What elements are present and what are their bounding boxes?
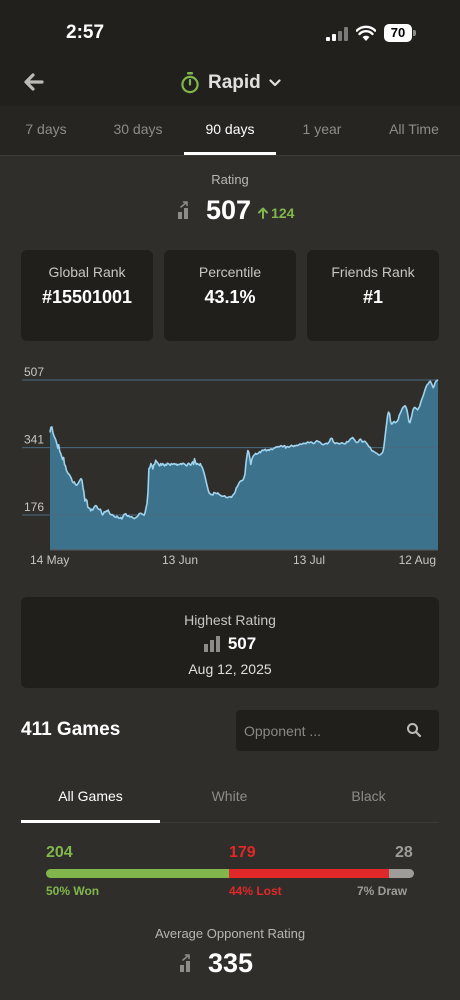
status-time: 2:57	[66, 22, 105, 43]
friends-rank-label: Friends Rank	[331, 264, 415, 280]
lost-count: 179	[229, 844, 256, 861]
results-bar-won	[46, 869, 229, 878]
battery-tip	[413, 30, 416, 36]
opponent-search	[236, 710, 439, 751]
highest-rating-value: 507	[227, 634, 257, 653]
game-mode-label: Rapid	[208, 72, 261, 93]
wifi-icon	[356, 25, 376, 41]
avg-opponent-label: Average Opponent Rating	[154, 926, 306, 941]
percentile-value: 43.1%	[204, 287, 256, 307]
cellular-signal-icon	[326, 27, 348, 41]
chart-y-tick-label: 176	[24, 500, 44, 514]
battery-level: 70	[384, 24, 412, 42]
games-count: 411 Games	[21, 719, 121, 740]
friends-rank-card: Friends Rank #1	[307, 250, 439, 341]
chevron-down-icon	[269, 79, 281, 87]
stopwatch-icon	[181, 72, 199, 94]
lost-percentage: 44% Lost	[229, 884, 282, 898]
top-bar: 2:57 70 Rapid	[0, 0, 460, 106]
chart-series-line	[49, 379, 439, 520]
game-mode-selector[interactable]: Rapid	[180, 70, 281, 96]
results-bar	[46, 869, 414, 878]
rating-trend-icon	[178, 201, 188, 219]
tab-1-year[interactable]: 1 year	[302, 121, 342, 137]
tab-90-days[interactable]: 90 days	[205, 121, 255, 137]
active-period-indicator	[184, 152, 276, 155]
friends-rank-value: #1	[362, 287, 384, 307]
chart-area-fill	[50, 380, 438, 550]
percentile-card: Percentile 43.1%	[164, 250, 296, 341]
chart-x-tick-label: 13 Jul	[293, 553, 325, 567]
tab-black[interactable]: Black	[351, 788, 386, 804]
chart-x-tick-label: 13 Jun	[162, 553, 198, 567]
tab-7-days[interactable]: 7 days	[25, 121, 67, 137]
percentile-label: Percentile	[198, 264, 262, 280]
search-icon[interactable]	[406, 722, 422, 738]
results-bar-lost	[228, 869, 389, 878]
results-bar-draw	[388, 869, 414, 878]
tab-all-games[interactable]: All Games	[58, 788, 123, 804]
bar-chart-icon	[203, 636, 220, 652]
won-percentage: 50% Won	[46, 884, 100, 898]
arrow-up-icon	[258, 207, 269, 219]
chart-y-tick-label: 341	[24, 433, 44, 447]
highest-rating-card: Highest Rating 507 Aug 12, 2025	[21, 597, 439, 688]
active-color-tab-indicator	[21, 820, 160, 823]
highest-rating-date: Aug 12, 2025	[188, 661, 272, 677]
rating-label: Rating	[211, 172, 249, 187]
rating-history-chart[interactable]: 507 341 176 14 May 13 Jun 13 Jul 12 Aug	[0, 366, 460, 576]
opponent-search-input[interactable]	[244, 710, 404, 751]
rating-value: 507	[206, 194, 252, 225]
rating-trend-icon	[180, 954, 190, 972]
avg-opponent-value: 335	[208, 947, 254, 978]
chart-x-tick-label: 14 May	[30, 553, 69, 567]
won-count: 204	[46, 844, 73, 861]
global-rank-card: Global Rank #15501001	[21, 250, 153, 341]
global-rank-label: Global Rank	[48, 264, 126, 280]
global-rank-value: #15501001	[41, 287, 133, 307]
rating-delta: 124	[271, 205, 295, 221]
rating-summary: 507 124	[178, 192, 294, 228]
tab-30-days[interactable]: 30 days	[113, 121, 163, 137]
back-arrow-icon[interactable]	[20, 68, 48, 96]
highest-rating-label: Highest Rating	[184, 612, 276, 628]
avg-opponent-summary: 335	[180, 945, 253, 981]
tab-white[interactable]: White	[211, 788, 248, 804]
draw-percentage: 7% Draw	[357, 884, 408, 898]
period-tabs: 7 days 30 days 90 days 1 year All Time	[0, 106, 460, 156]
color-filter-tabs: All Games White Black	[21, 770, 439, 823]
battery-indicator: 70	[384, 24, 416, 42]
chart-y-tick-label: 507	[24, 366, 44, 379]
draw-count: 28	[395, 844, 413, 861]
chart-x-tick-label: 12 Aug	[399, 553, 436, 567]
tab-all-time[interactable]: All Time	[389, 121, 439, 137]
